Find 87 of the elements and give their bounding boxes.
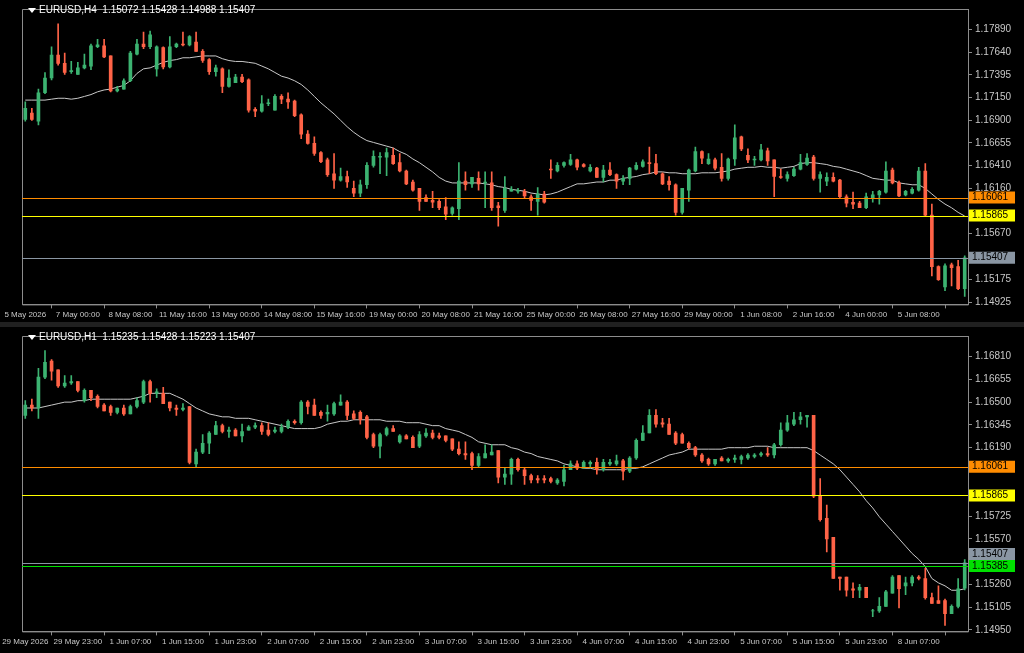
y-tick-label: 1.15725 <box>975 509 1012 521</box>
y-tick-label: 1.15105 <box>975 600 1012 612</box>
ref-line-label: 1.15407 <box>972 251 1009 263</box>
x-tick-label: 2 Jun 15:00 <box>319 637 363 647</box>
x-tick-label: 29 May 2026 <box>2 637 49 647</box>
x-tick-label: 14 May 08:00 <box>263 310 313 320</box>
x-tick-label: 2 Jun 23:00 <box>372 637 415 647</box>
x-tick-label: 25 May 00:00 <box>526 310 576 320</box>
y-tick-label: 1.16900 <box>975 114 1012 126</box>
x-tick-label: 5 Jun 23:00 <box>845 637 888 647</box>
y-tick-label: 1.16190 <box>975 441 1012 453</box>
y-tick-label: 1.17150 <box>975 91 1012 103</box>
y-tick-label: 1.16160 <box>975 182 1012 194</box>
x-tick-label: 11 May 16:00 <box>159 310 208 320</box>
x-tick-label: 1 Jun 15:00 <box>162 637 205 647</box>
candlestick <box>56 23 60 66</box>
chart-title: EURUSD,H1 1.15235 1.15428 1.15223 1.15407 <box>39 331 256 342</box>
candlestick <box>805 415 809 428</box>
candlestick <box>778 168 783 179</box>
x-tick-label: 3 Jun 23:00 <box>529 637 573 647</box>
candlestick <box>838 576 842 591</box>
x-tick-label: 1 Jun 07:00 <box>109 637 152 647</box>
x-tick-label: 4 Jun 07:00 <box>582 637 625 647</box>
x-tick-label: 8 Jun 07:00 <box>897 637 941 647</box>
x-tick-label: 8 May 08:00 <box>108 310 153 320</box>
candlestick <box>535 475 540 484</box>
y-tick-label: 1.14950 <box>975 623 1012 635</box>
x-tick-label: 2 Jun 16:00 <box>792 310 836 320</box>
x-tick-label: 5 Jun 07:00 <box>740 637 783 647</box>
y-tick-label: 1.15175 <box>975 272 1012 284</box>
y-tick-label: 1.16500 <box>975 395 1012 407</box>
y-tick-label: 1.15670 <box>975 227 1012 239</box>
candlestick <box>253 422 258 429</box>
candlestick <box>69 375 74 385</box>
x-tick-label: 3 Jun 07:00 <box>424 637 468 647</box>
x-tick-label: 15 May 16:00 <box>316 310 366 320</box>
x-tick-label: 4 Jun 00:00 <box>845 310 888 320</box>
y-tick-label: 1.15260 <box>975 578 1012 590</box>
x-tick-label: 19 May 00:00 <box>368 310 418 320</box>
y-tick-label: 1.16810 <box>975 350 1012 362</box>
candlestick <box>608 459 612 466</box>
y-tick-label: 1.16655 <box>975 373 1012 385</box>
candlestick <box>286 92 290 109</box>
candlestick <box>227 426 231 438</box>
candlestick <box>851 582 855 598</box>
x-tick-label: 5 Jun 15:00 <box>792 637 836 647</box>
ref-line-label: 1.16061 <box>972 460 1009 472</box>
candlestick <box>69 61 74 74</box>
candlestick <box>870 609 875 618</box>
candlestick <box>332 153 336 189</box>
x-tick-label: 1 Jun 08:00 <box>740 310 783 320</box>
ref-line-label: 1.16061 <box>972 191 1009 203</box>
y-tick-label: 1.14925 <box>975 295 1012 307</box>
x-tick-label: 21 May 16:00 <box>474 310 524 320</box>
x-tick-label: 20 May 08:00 <box>421 310 471 320</box>
x-tick-label: 4 Jun 15:00 <box>635 637 678 647</box>
y-tick-label: 1.17395 <box>975 68 1012 80</box>
candlestick <box>542 475 547 484</box>
ref-line-label: 1.15865 <box>972 209 1009 221</box>
y-tick-label: 1.16655 <box>975 136 1012 148</box>
candlestick <box>824 172 829 187</box>
x-tick-label: 5 May 2026 <box>4 310 47 320</box>
y-tick-label: 1.17640 <box>975 46 1012 57</box>
candlestick <box>181 403 185 412</box>
y-tick-label: 1.16410 <box>975 159 1012 171</box>
ref-line-label: 1.15865 <box>972 489 1009 501</box>
y-tick-label: 1.16345 <box>975 418 1012 430</box>
x-tick-label: 27 May 16:00 <box>631 310 681 320</box>
ref-line-label: 1.15407 <box>972 547 1009 559</box>
x-tick-label: 3 Jun 15:00 <box>477 637 520 647</box>
ref-line-label: 1.15385 <box>972 559 1009 571</box>
x-tick-label: 4 Jun 23:00 <box>687 637 730 647</box>
candlestick <box>62 375 67 388</box>
chart-title: EURUSD,H4 1.15072 1.15428 1.14988 1.15407 <box>39 4 256 15</box>
x-tick-label: 13 May 00:00 <box>211 310 261 320</box>
y-tick-label: 1.15570 <box>975 532 1012 544</box>
x-tick-label: 29 May 23:00 <box>53 637 103 647</box>
x-tick-label: 7 May 00:00 <box>55 310 101 320</box>
candlestick <box>732 454 737 463</box>
x-tick-label: 2 Jun 07:00 <box>267 637 310 647</box>
x-tick-label: 26 May 08:00 <box>579 310 629 320</box>
candlestick <box>667 176 671 191</box>
x-tick-label: 5 Jun 08:00 <box>897 310 941 320</box>
y-tick-label: 1.17890 <box>975 23 1012 34</box>
x-tick-label: 1 Jun 23:00 <box>214 637 257 647</box>
x-tick-label: 29 May 00:00 <box>684 310 734 320</box>
candlestick <box>503 467 507 485</box>
